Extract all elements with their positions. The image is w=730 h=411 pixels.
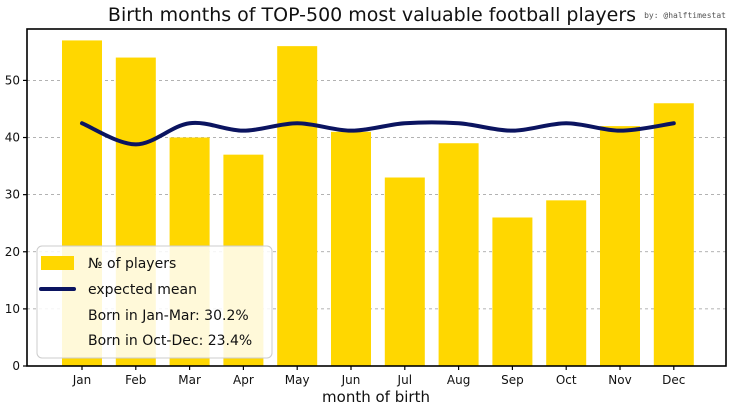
y-axis: 0 10 20 30 40 50	[5, 73, 27, 373]
legend-note-q1: Born in Jan-Mar: 30.2%	[88, 308, 249, 324]
bar-sep	[492, 217, 533, 366]
y-tick-label: 10	[5, 302, 20, 316]
bar-oct	[546, 200, 587, 366]
x-tick-label-nov: Nov	[608, 373, 631, 387]
legend-box	[36, 245, 273, 359]
x-tick-label-dec: Dec	[662, 373, 685, 387]
x-tick-label-aug: Aug	[447, 373, 470, 387]
bar-jun	[331, 131, 371, 366]
legend-line-label: expected mean	[88, 282, 197, 298]
bar-nov	[600, 126, 640, 367]
y-tick-label: 40	[5, 131, 20, 145]
y-tick-label: 30	[5, 188, 20, 202]
y-tick-label: 20	[5, 245, 20, 259]
x-tick-label-mar: Mar	[178, 373, 201, 387]
x-tick-label-oct: Oct	[556, 373, 577, 387]
x-tick-label-sep: Sep	[501, 373, 524, 387]
x-tick-label-jun: Jun	[341, 373, 361, 387]
x-tick-label-jan: Jan	[72, 373, 92, 387]
expected-mean-line	[80, 120, 676, 147]
x-tick-label-may: May	[285, 373, 310, 387]
line-series	[80, 120, 676, 147]
y-tick-label: 50	[5, 73, 20, 87]
x-tick-label-feb: Feb	[125, 373, 146, 387]
x-axis-label: month of birth	[322, 388, 430, 406]
chart-credit: by: @halftimestat	[644, 11, 726, 20]
legend: № of players expected mean Born in Jan-M…	[36, 245, 273, 359]
bar-jul	[384, 177, 425, 366]
chart-title: Birth months of TOP-500 most valuable fo…	[108, 4, 636, 26]
legend-bar-label: № of players	[88, 256, 176, 272]
y-tick-label: 0	[12, 359, 20, 373]
bar-dec	[653, 103, 694, 366]
x-tick-label-apr: Apr	[233, 373, 254, 387]
bar-aug	[438, 143, 479, 366]
x-tick-label-jul: Jul	[397, 373, 412, 387]
bar-may	[277, 46, 318, 367]
x-axis: Jan Feb Mar Apr May Jun Jul Aug Sep Oct Nov Dec	[72, 366, 685, 387]
legend-note-q4: Born in Oct-Dec: 23.4%	[88, 333, 252, 349]
legend-bar-swatch	[41, 256, 74, 270]
plot-frame	[26, 28, 727, 367]
